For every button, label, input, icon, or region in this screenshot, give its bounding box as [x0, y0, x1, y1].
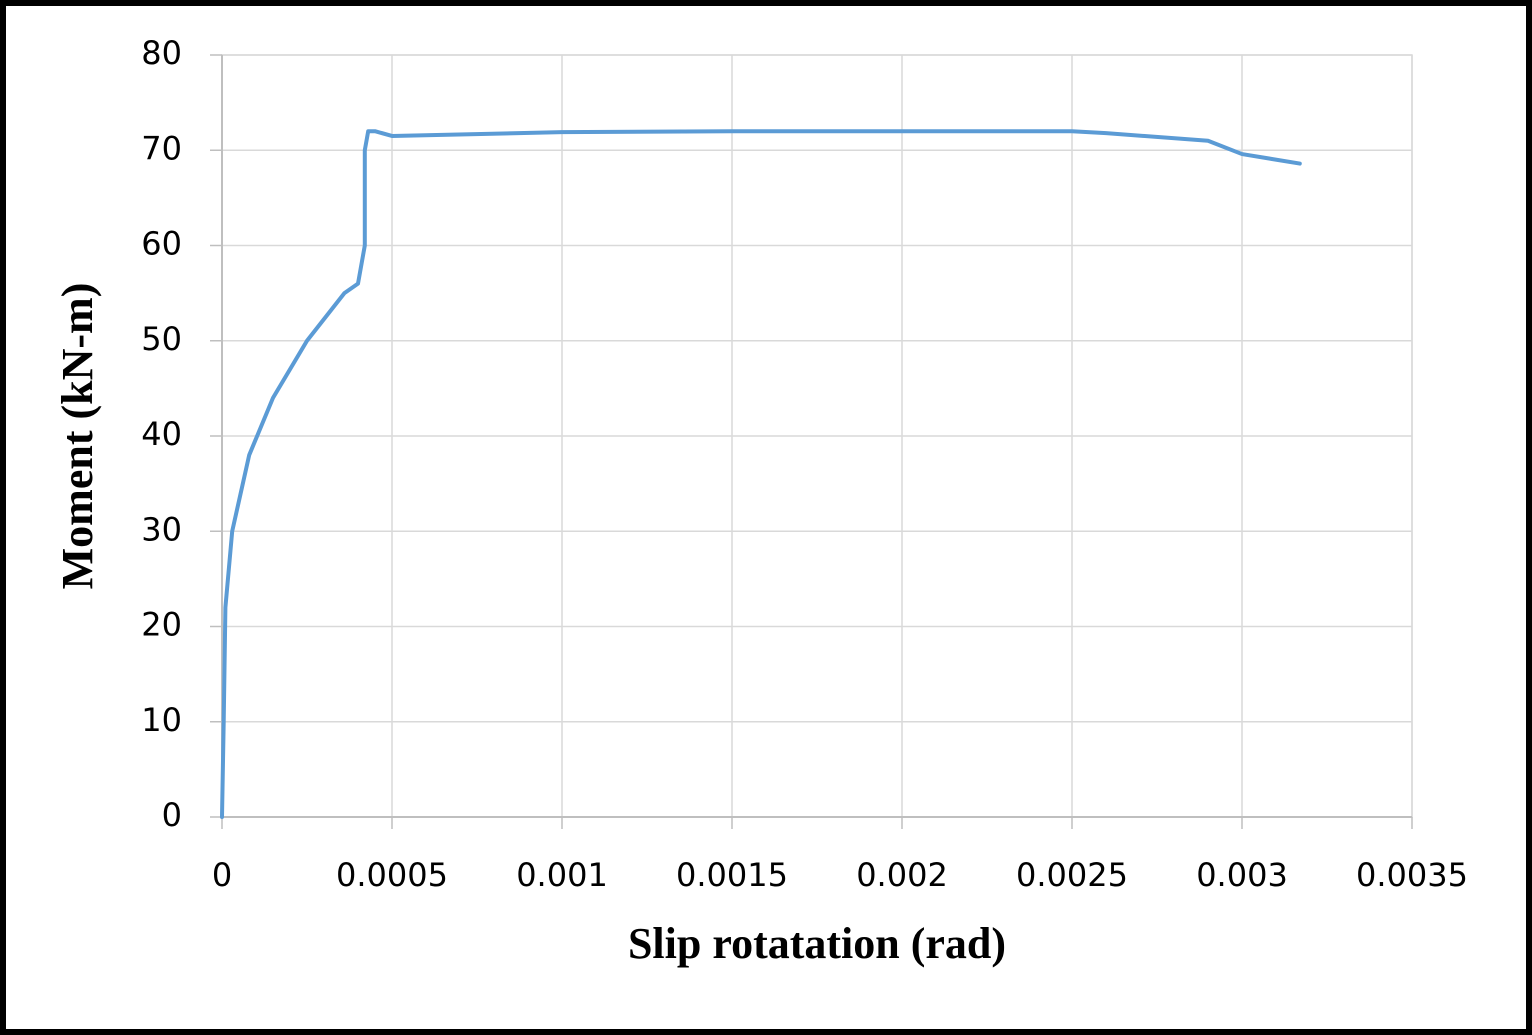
x-tick-label: 0.001 [516, 856, 608, 894]
y-tick-label: 50 [141, 320, 182, 358]
x-tick-label: 0.0015 [676, 856, 788, 894]
x-tick-label: 0.0005 [336, 856, 448, 894]
data-line [220, 129, 1302, 819]
y-tick-label: 80 [141, 34, 182, 72]
y-tick-label: 10 [141, 701, 182, 739]
y-tick-label: 70 [141, 129, 182, 167]
y-tick-label: 0 [162, 796, 182, 834]
x-tick-label: 0.002 [856, 856, 948, 894]
x-tick-label: 0 [212, 856, 232, 894]
x-tick-label: 0.0025 [1016, 856, 1128, 894]
y-tick-label: 60 [141, 225, 182, 263]
y-axis-title: Moment (kN-m) [53, 283, 102, 590]
x-axis-title: Slip rotatation (rad) [628, 919, 1006, 968]
x-tick-label: 0.0035 [1356, 856, 1468, 894]
y-tick-label: 20 [141, 606, 182, 644]
y-tick-label: 40 [141, 415, 182, 453]
y-tick-label: 30 [141, 510, 182, 548]
x-tick-label: 0.003 [1196, 856, 1288, 894]
